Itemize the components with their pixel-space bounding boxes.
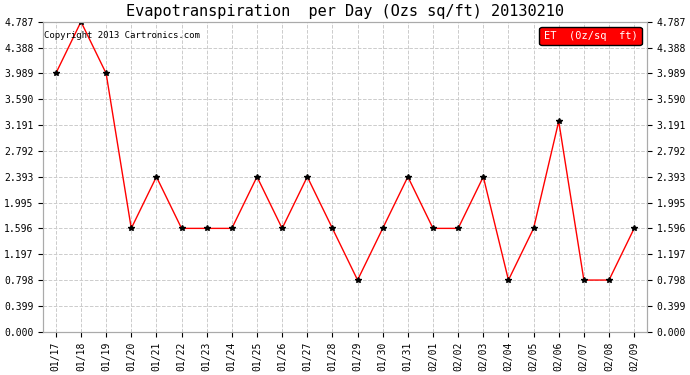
Legend: ET  (0z/sq  ft): ET (0z/sq ft) <box>540 27 642 45</box>
Title: Evapotranspiration  per Day (Ozs sq/ft) 20130210: Evapotranspiration per Day (Ozs sq/ft) 2… <box>126 4 564 19</box>
Text: Copyright 2013 Cartronics.com: Copyright 2013 Cartronics.com <box>44 31 199 40</box>
